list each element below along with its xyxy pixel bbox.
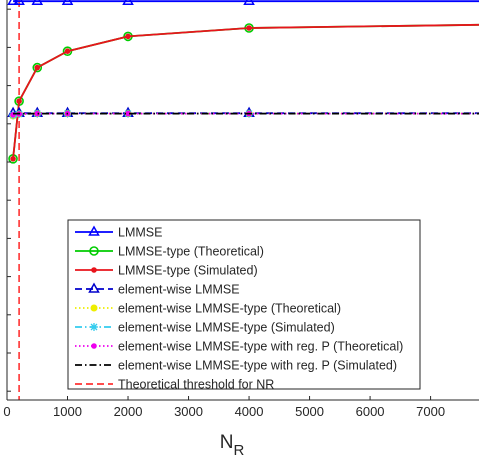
x-tick-label: 1000 <box>53 404 82 419</box>
legend-marker <box>88 225 100 236</box>
legend-label: Theoretical threshold for NR <box>118 378 274 392</box>
legend-label: LMMSE <box>118 226 162 240</box>
legend-label: element-wise LMMSE <box>118 283 240 297</box>
legend-label: LMMSE-type (Theoretical) <box>118 245 264 259</box>
data-point-marker <box>13 0 25 5</box>
x-tick-label: 2000 <box>114 404 143 419</box>
series-layer <box>7 0 479 400</box>
data-point-marker <box>122 0 134 5</box>
legend-marker <box>91 343 97 349</box>
x-tick-label: 7000 <box>416 404 445 419</box>
legend-entry-6: element-wise LMMSE-type (Simulated) <box>75 321 335 335</box>
legend-label: LMMSE-type (Simulated) <box>118 264 258 278</box>
legend-entry-1: LMMSE <box>75 225 162 240</box>
legend-marker <box>90 323 98 331</box>
data-point-marker <box>32 62 43 73</box>
legend-box <box>67 219 421 390</box>
legend-entry-2: LMMSE-type (Theoretical) <box>75 245 264 259</box>
x-tick-label: 5000 <box>295 404 324 419</box>
x-axis-label-subscript: R <box>233 442 244 459</box>
data-point-marker <box>125 110 131 117</box>
data-point-marker <box>31 0 44 5</box>
legend-label: element-wise LMMSE-type (Theoretical) <box>118 302 341 316</box>
series-1 <box>7 0 479 5</box>
legend-entry-7: element-wise LMMSE-type with reg. P (The… <box>75 340 403 354</box>
legend-label: element-wise LMMSE-type with reg. P (The… <box>118 340 403 354</box>
data-point-marker <box>125 33 131 40</box>
legend-marker <box>89 246 99 256</box>
legend-entry-3: LMMSE-type (Simulated) <box>75 264 258 278</box>
legend-entry-4: element-wise LMMSE <box>75 282 240 297</box>
legend: LMMSE LMMSE-type (Theoretical) LMMSE-type … <box>67 219 421 392</box>
data-point-marker <box>7 0 19 5</box>
legend-entry-8: element-wise LMMSE-type with reg. P (Sim… <box>75 359 397 373</box>
axes-layer: 0 1000 2000 3000 4000 5000 6000 7000 <box>3 0 479 419</box>
series-3 <box>10 23 479 162</box>
data-point-marker <box>243 0 255 5</box>
legend-label: element-wise LMMSE-type (Simulated) <box>118 321 335 335</box>
x-tick-label: 6000 <box>356 404 385 419</box>
legend-entry-5: element-wise LMMSE-type (Theoretical) <box>75 302 341 316</box>
data-point-marker <box>61 0 74 5</box>
legend-entry-9: Theoretical threshold for NR <box>75 378 274 392</box>
legend-label: element-wise LMMSE-type with reg. P (Sim… <box>118 359 397 373</box>
x-tick-label: 3000 <box>174 404 203 419</box>
x-tick-label: 0 <box>3 404 10 419</box>
data-point-marker <box>34 110 41 117</box>
legend-marker <box>88 282 100 293</box>
data-point-marker <box>16 98 22 104</box>
x-tick-label: 4000 <box>235 404 264 419</box>
x-axis-label: NR <box>220 432 245 459</box>
data-point-marker <box>10 156 16 162</box>
legend-marker <box>91 267 97 273</box>
legend-marker <box>90 304 98 312</box>
data-point-marker <box>64 48 71 54</box>
data-point-marker <box>34 64 41 71</box>
data-point-marker <box>246 25 252 31</box>
data-point-marker <box>62 46 73 57</box>
